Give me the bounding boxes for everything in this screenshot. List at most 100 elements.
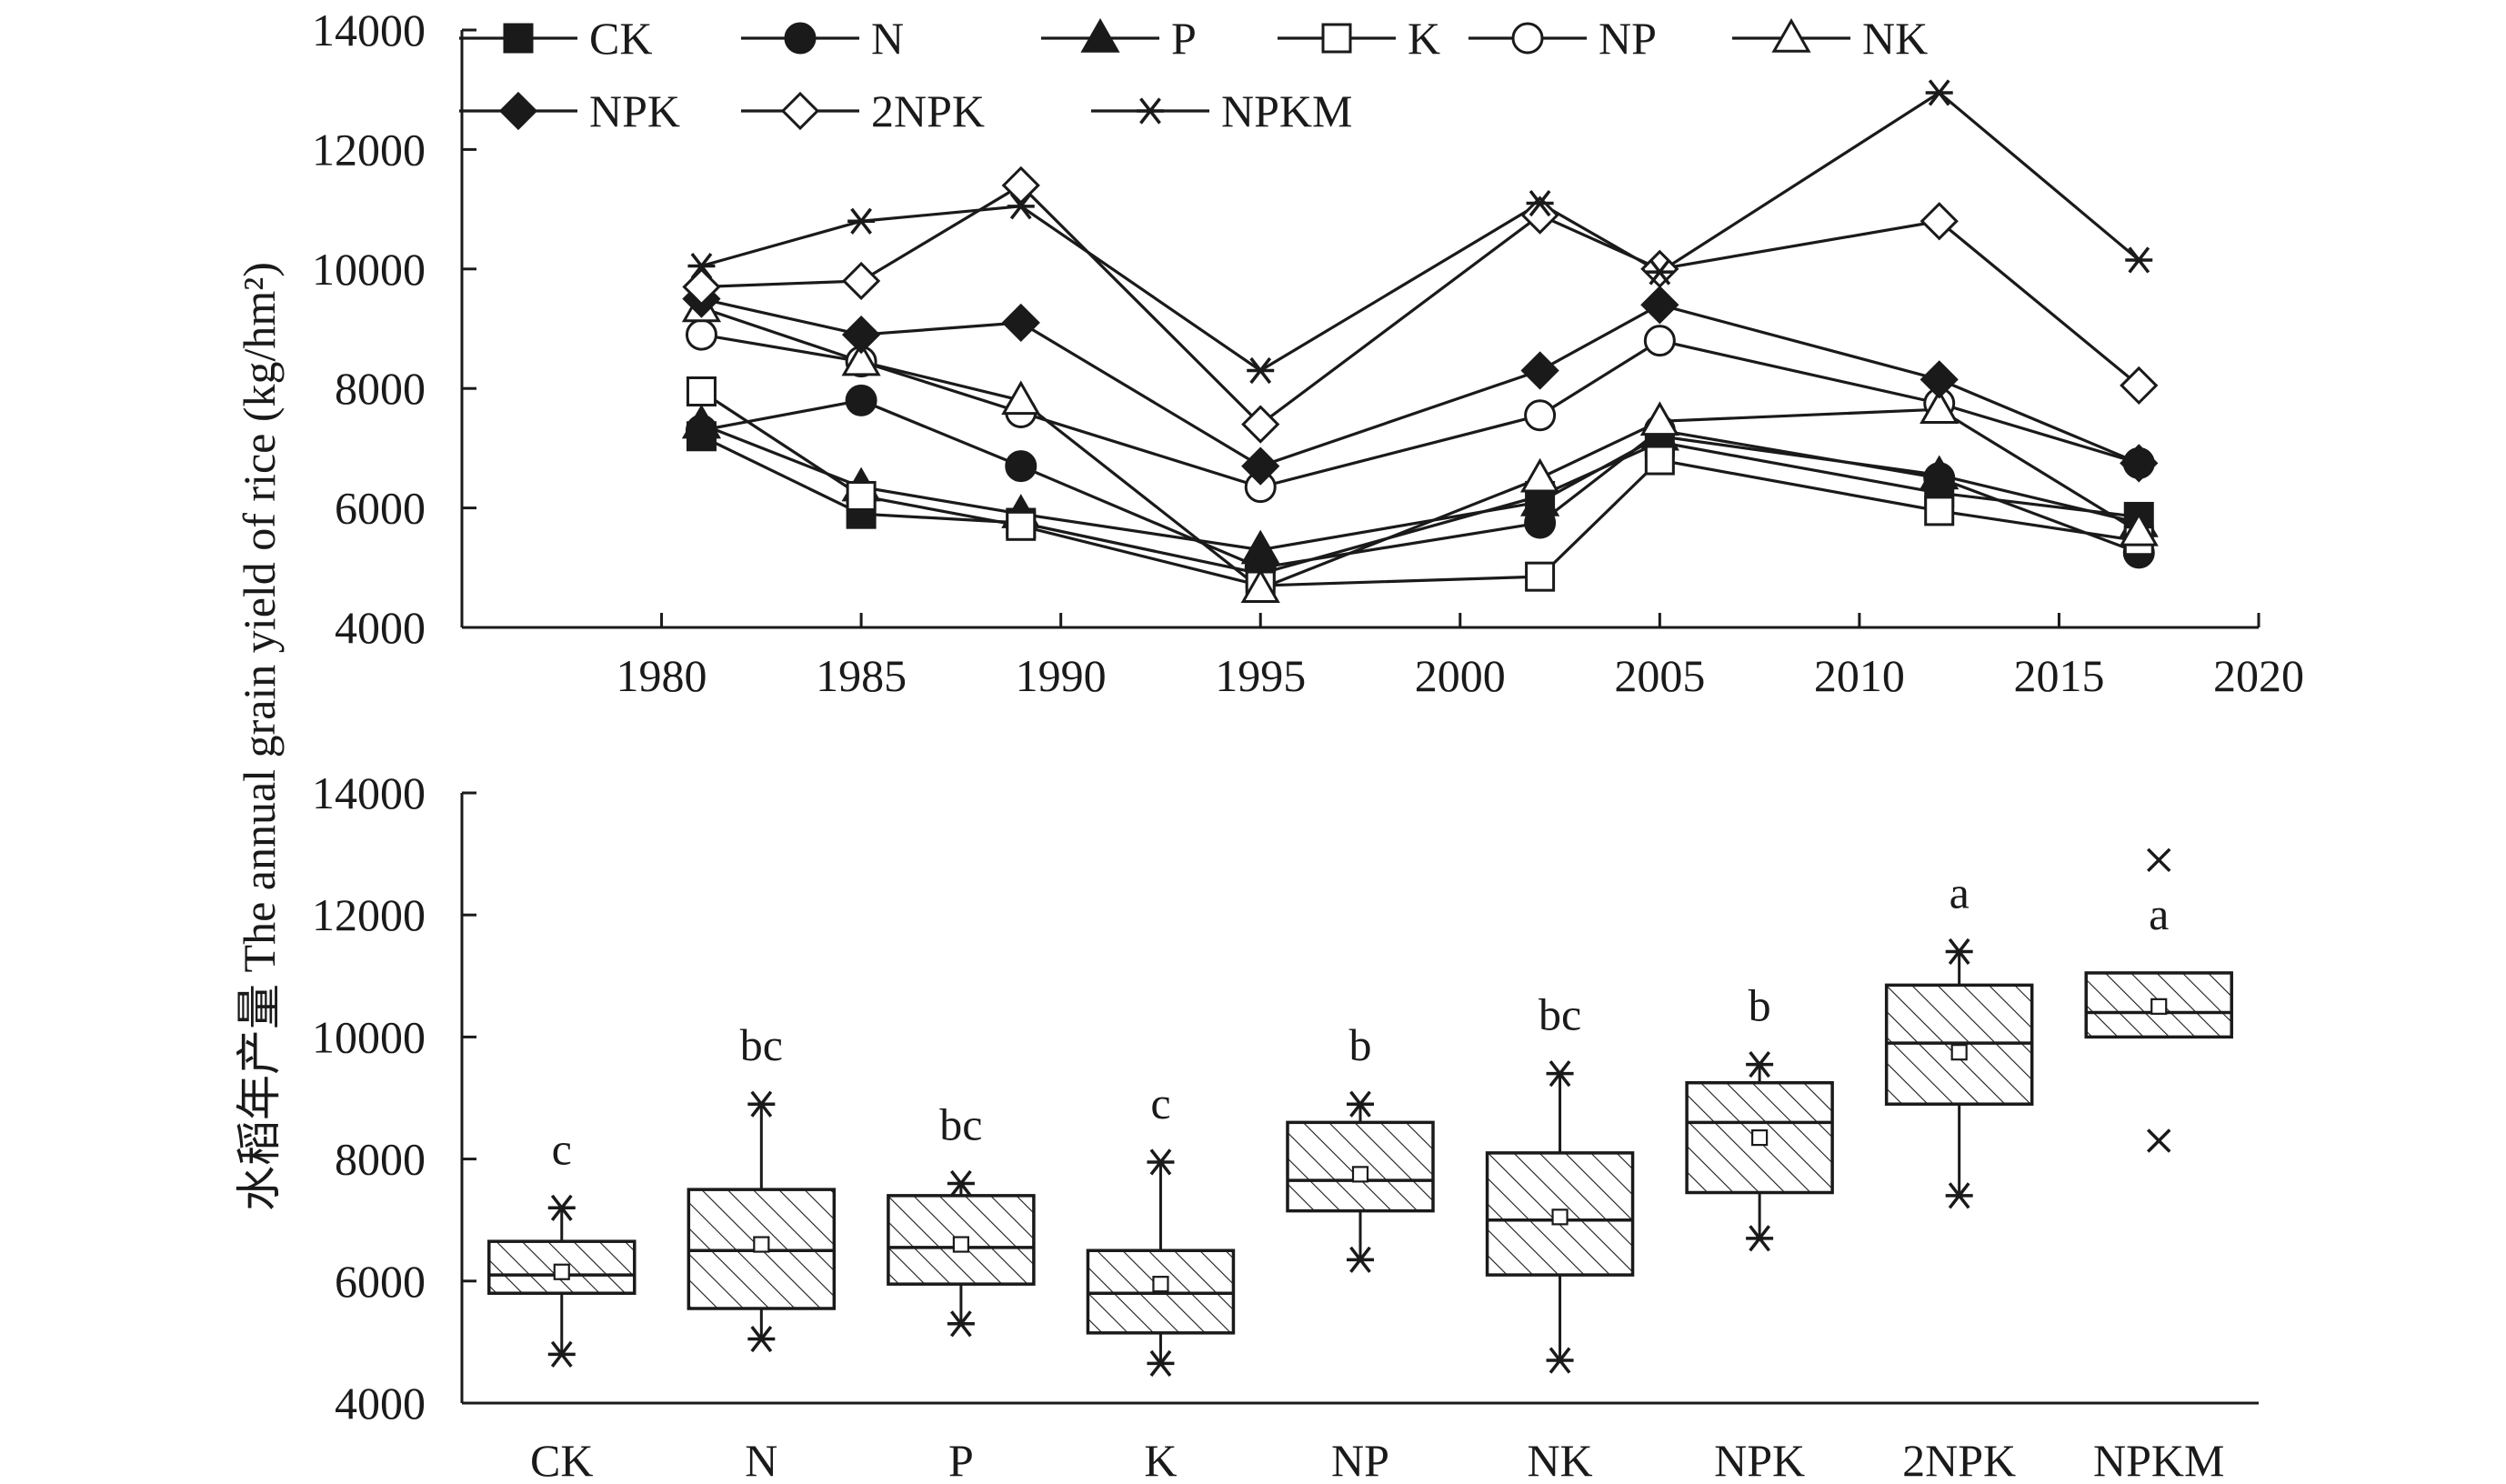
series-line-np [701, 333, 2140, 489]
box-plot-x-tick-label: CK [530, 1435, 593, 1484]
line-chart-y-tick-label: 12000 [312, 124, 426, 175]
box-max-ck [547, 1194, 576, 1221]
line-chart-y-tick-label: 8000 [335, 363, 426, 414]
legend-entry-p: P [1041, 13, 1197, 64]
box-plot-x-tick-label: NK [1527, 1435, 1592, 1484]
point-k-2005 [1644, 445, 1675, 476]
box-outlier-npkm-0-shape [2146, 847, 2171, 873]
point-np-2005-shape [1643, 325, 1676, 357]
legend-entry-k: K [1278, 13, 1440, 64]
point-nk-2017 [2119, 511, 2159, 546]
point-npkm-2002-shape [1526, 189, 1554, 217]
point-p-2002-shape [1520, 482, 1560, 516]
point-2npk-2002-shape [1520, 196, 1559, 235]
point-np-2002-shape [1524, 399, 1557, 432]
legend-marker-np [1511, 22, 1544, 55]
box-nk: bc [1485, 989, 1635, 1374]
line-chart-x-tick-label: 2000 [1415, 650, 1506, 701]
point-npkm-2002 [1526, 189, 1554, 217]
box-min-npk-shape [1746, 1225, 1774, 1252]
legend-marker-n-shape [784, 22, 817, 55]
line-chart-axes [460, 30, 2259, 629]
legend-label-npk: NPK [589, 85, 680, 136]
point-2npk-2012-shape [1920, 202, 1959, 241]
box-p: bc [887, 1098, 1036, 1338]
line-chart-x-tick-label: 1995 [1215, 650, 1306, 701]
line-chart-y-tick-label: 6000 [335, 483, 426, 534]
box-max-npk-shape [1746, 1051, 1774, 1078]
legend-marker-npkm-shape [1137, 97, 1164, 125]
point-nk-2012-shape [1920, 389, 1960, 424]
point-k-1985 [846, 480, 877, 511]
box-plot-x-tick-label: NPK [1714, 1435, 1805, 1484]
point-npkm-2017 [2125, 246, 2153, 274]
box-max-ck-shape [547, 1194, 576, 1221]
series-line-npk [701, 297, 2140, 468]
legend-entry-n: N [741, 13, 904, 64]
box-mean-p [952, 1236, 969, 1253]
point-nk-1989-shape [1001, 380, 1041, 416]
box-n: bc [687, 1019, 837, 1353]
box-min-2npk [1945, 1182, 1973, 1209]
legend-label-npkm: NPKM [1221, 85, 1352, 136]
box-ck: c [487, 1123, 637, 1368]
box-min-p [947, 1310, 975, 1338]
box-plot-x-tick-label: NPKM [2093, 1435, 2224, 1484]
point-p-1995 [1240, 529, 1280, 565]
box-significance-2npk: a [1950, 867, 1970, 917]
box-npkm: a [2084, 847, 2233, 1153]
box-min-nk [1546, 1347, 1574, 1374]
box-max-p [947, 1169, 975, 1198]
box-significance-npkm: a [2149, 888, 2169, 939]
box-min-np [1347, 1246, 1374, 1273]
legend-label-2npk: 2NPK [871, 85, 985, 136]
legend-marker-ck [503, 23, 534, 54]
box-mean-n [753, 1236, 770, 1253]
point-npkm-2012 [1925, 79, 1953, 106]
point-npkm-1985-shape [847, 207, 876, 235]
point-2npk-1995 [1241, 405, 1280, 444]
point-nk-2005-shape [1639, 401, 1679, 436]
box-mean-npk [1751, 1129, 1769, 1147]
box-plot-x-tick-label: N [745, 1435, 777, 1484]
point-npkm-1995-shape [1247, 356, 1275, 385]
point-npkm-1985 [847, 207, 876, 235]
box-max-n [747, 1090, 776, 1118]
box-min-np-shape [1347, 1246, 1374, 1273]
y-axis-label: 水稻年产量 The annual grain yield of rice (kg… [234, 262, 285, 1211]
line-chart-y-tick-label: 10000 [312, 244, 426, 295]
point-npkm-1981-shape [687, 252, 716, 280]
box-min-2npk-shape [1945, 1182, 1973, 1209]
legend-marker-p-shape [1080, 17, 1120, 53]
box-plot-boxes: c bc bc c b bc b a a [487, 847, 2233, 1377]
box-mean-ck [553, 1263, 570, 1280]
point-2npk-1995-shape [1241, 405, 1280, 444]
point-2npk-2017-shape [2120, 366, 2159, 406]
point-2npk-2017 [2120, 366, 2159, 406]
legend-marker-ck-shape [503, 23, 534, 54]
box-max-k-shape [1147, 1148, 1175, 1176]
point-npkm-1981 [687, 252, 716, 280]
box-plot-x-tick-label: NP [1331, 1435, 1389, 1484]
series-line-k [700, 390, 2140, 587]
point-n-1989 [1005, 450, 1037, 483]
box-min-k [1147, 1349, 1175, 1377]
box-plot-x-tick-label: 2NPK [1902, 1435, 2016, 1484]
point-k-1989-shape [1006, 510, 1037, 541]
point-npk-2002-shape [1520, 351, 1559, 390]
point-k-2005-shape [1644, 445, 1675, 476]
legend-entry-2npk: 2NPK [741, 85, 985, 136]
box-2npk: a [1884, 867, 2034, 1209]
point-k-2002-shape [1525, 561, 1556, 592]
point-k-2012-shape [1924, 496, 1955, 526]
point-npkm-1989 [1007, 193, 1035, 220]
point-k-2012 [1924, 496, 1955, 526]
box-mean-nk [1551, 1208, 1569, 1226]
point-npk-2002 [1520, 351, 1559, 390]
point-nk-1985 [841, 341, 881, 376]
point-npk-2012-shape [1920, 360, 1959, 399]
box-plot-axes [460, 793, 2259, 1405]
legend-label-p: P [1171, 13, 1197, 64]
point-np-2002 [1524, 399, 1557, 432]
